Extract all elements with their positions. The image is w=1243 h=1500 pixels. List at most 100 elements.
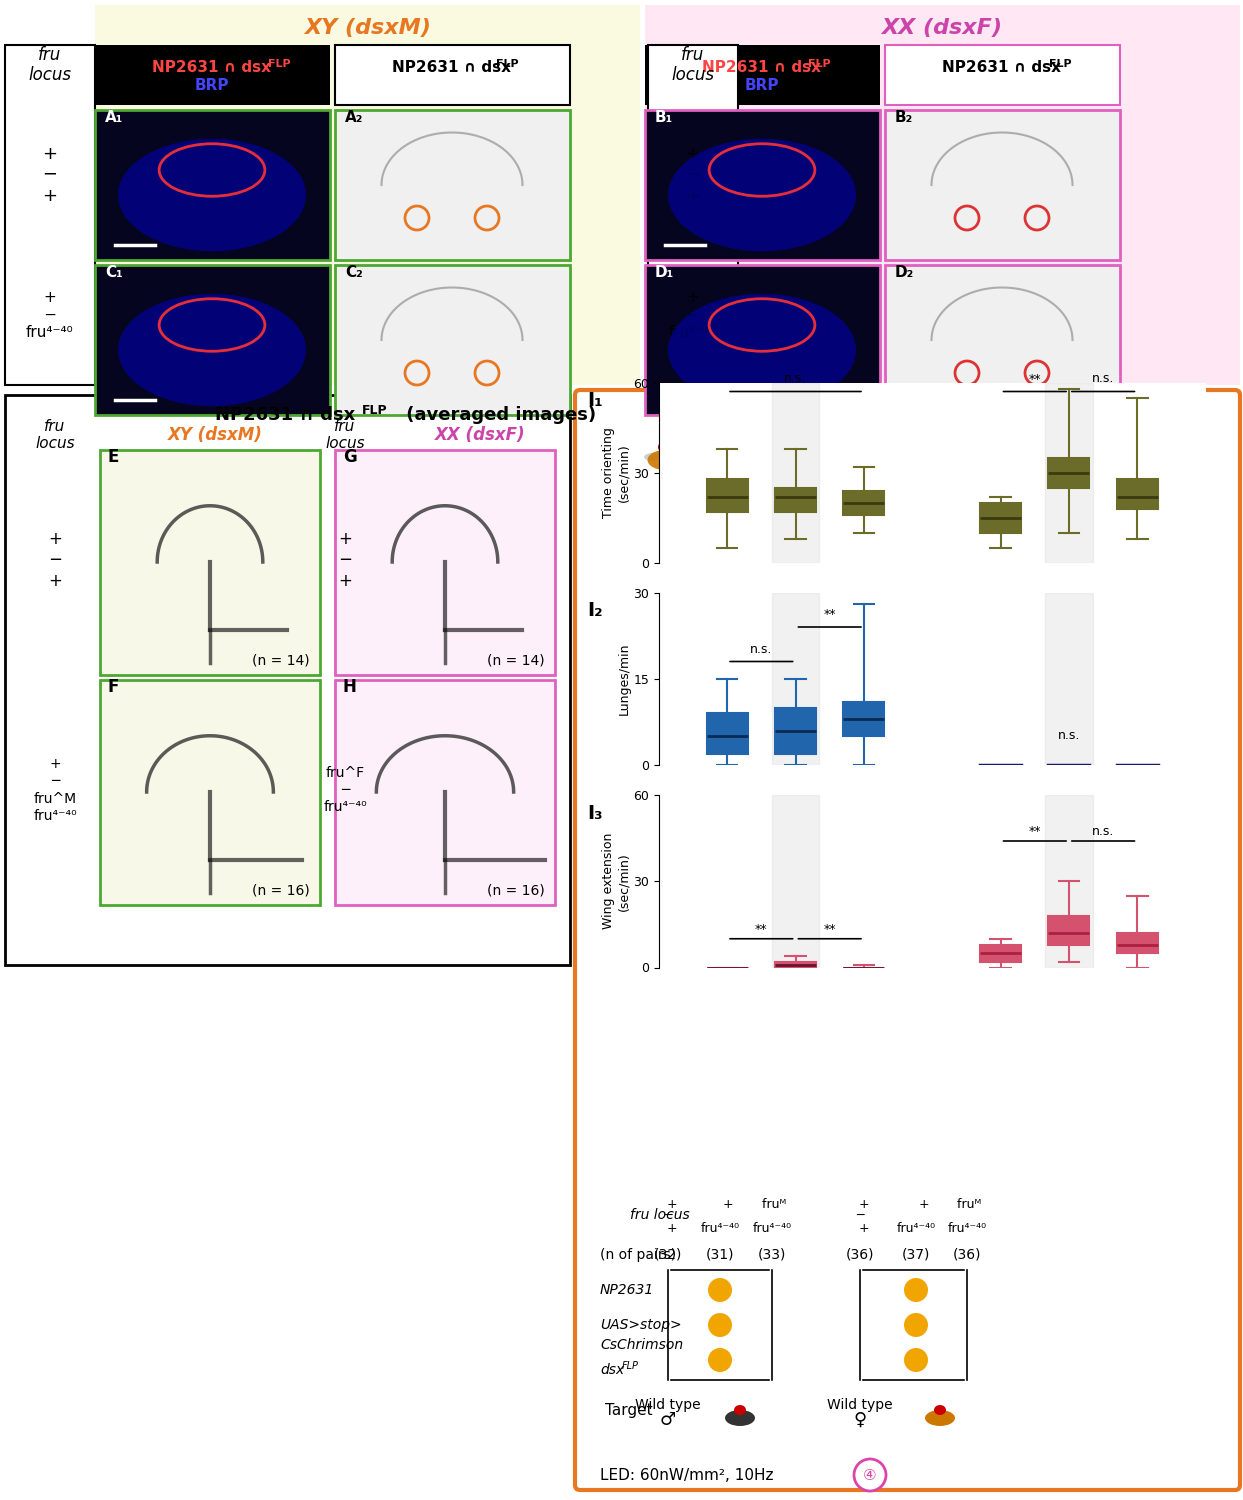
Text: ♀: ♀ <box>854 1412 866 1430</box>
Ellipse shape <box>644 453 663 460</box>
Bar <box>5 394 571 964</box>
Bar <box>648 45 738 386</box>
Ellipse shape <box>667 140 856 250</box>
Text: C₁: C₁ <box>104 266 123 280</box>
Text: fru
locus: fru locus <box>326 419 364 452</box>
PathPatch shape <box>1049 915 1089 945</box>
Circle shape <box>709 1348 732 1372</box>
Text: fru⁴⁻⁴⁰: fru⁴⁻⁴⁰ <box>752 1221 792 1234</box>
Bar <box>336 680 556 904</box>
Text: fru⁴⁻⁴⁰: fru⁴⁻⁴⁰ <box>947 1221 987 1234</box>
Text: ─: ─ <box>664 1209 671 1221</box>
Ellipse shape <box>735 1406 746 1414</box>
Text: (n = 14): (n = 14) <box>252 654 310 668</box>
Text: n.s.: n.s. <box>1091 825 1115 839</box>
Text: fru⁴⁻⁴⁰: fru⁴⁻⁴⁰ <box>701 1221 740 1234</box>
Text: Target: Target <box>605 1402 653 1417</box>
Bar <box>645 110 880 260</box>
Text: fru⁴⁻⁴⁰: fru⁴⁻⁴⁰ <box>896 1221 936 1234</box>
Bar <box>336 110 571 260</box>
Text: C₂: C₂ <box>346 266 363 280</box>
Ellipse shape <box>118 294 306 406</box>
Bar <box>1045 795 1093 968</box>
Text: (33): (33) <box>758 1248 786 1262</box>
Text: +
─
fru^M
fru⁴⁻⁴⁰: + ─ fru^M fru⁴⁻⁴⁰ <box>34 758 77 824</box>
Text: fru
locus: fru locus <box>671 45 715 84</box>
Text: LED: 60nW/mm², 10Hz: LED: 60nW/mm², 10Hz <box>600 1467 773 1482</box>
Text: n.s.: n.s. <box>1058 729 1080 742</box>
Text: B₂: B₂ <box>895 110 914 125</box>
PathPatch shape <box>776 488 817 512</box>
Text: D₁: D₁ <box>655 266 674 280</box>
PathPatch shape <box>981 945 1022 962</box>
Ellipse shape <box>933 1406 946 1414</box>
PathPatch shape <box>706 714 748 753</box>
Text: NP2631 ∩ dsx: NP2631 ∩ dsx <box>393 60 512 75</box>
Ellipse shape <box>667 453 686 460</box>
FancyBboxPatch shape <box>94 4 640 386</box>
Text: **: ** <box>1028 825 1042 839</box>
Text: FLP: FLP <box>496 58 518 69</box>
Ellipse shape <box>925 1410 955 1426</box>
Text: A₂: A₂ <box>346 110 363 125</box>
Text: B₁: B₁ <box>655 110 674 125</box>
Text: +: + <box>850 1221 869 1234</box>
Text: +: + <box>850 1198 869 1212</box>
Bar <box>885 110 1120 260</box>
Text: fruᴹ: fruᴹ <box>953 1198 981 1212</box>
Ellipse shape <box>725 1410 755 1426</box>
Text: +
─
+: + ─ + <box>48 530 62 590</box>
Ellipse shape <box>648 450 682 470</box>
Text: fru
locus: fru locus <box>35 419 75 452</box>
Text: ─: ─ <box>856 1209 864 1221</box>
Text: **: ** <box>823 922 837 936</box>
Ellipse shape <box>118 140 306 250</box>
Text: +
─
+: + ─ + <box>42 146 57 206</box>
Text: Tester:: Tester: <box>720 422 789 440</box>
Text: (n = 16): (n = 16) <box>487 884 544 898</box>
Text: +: + <box>659 1198 677 1212</box>
Text: ♂: ♂ <box>660 1412 676 1430</box>
Ellipse shape <box>791 416 870 446</box>
Text: H: H <box>343 678 357 696</box>
Text: XY (dsxM): XY (dsxM) <box>168 426 262 444</box>
Text: FLP: FLP <box>622 1360 639 1371</box>
Text: CsChrimson: CsChrimson <box>600 1338 684 1352</box>
Text: FLP: FLP <box>808 58 830 69</box>
FancyBboxPatch shape <box>576 390 1241 1490</box>
Text: E: E <box>108 448 119 466</box>
Bar <box>645 45 880 105</box>
Text: Wild type: Wild type <box>635 1398 701 1411</box>
PathPatch shape <box>843 702 885 736</box>
Bar <box>1045 592 1093 765</box>
Text: BRP: BRP <box>745 78 779 93</box>
PathPatch shape <box>1117 933 1157 952</box>
PathPatch shape <box>1117 478 1157 508</box>
Text: NP2631 ∩ dsx: NP2631 ∩ dsx <box>153 60 271 75</box>
Y-axis label: Wing extension
(sec/min): Wing extension (sec/min) <box>603 833 630 930</box>
Text: I₃: I₃ <box>588 804 603 822</box>
Bar <box>885 45 1120 105</box>
Text: n.s.: n.s. <box>1091 372 1115 386</box>
Text: FLP: FLP <box>1049 58 1071 69</box>
Text: (36): (36) <box>952 1248 981 1262</box>
Bar <box>772 592 819 765</box>
Text: FLP: FLP <box>362 405 388 417</box>
Text: (averaged images): (averaged images) <box>400 406 597 424</box>
Text: +
─
fru⁴⁻⁴⁰: + ─ fru⁴⁻⁴⁰ <box>669 290 717 340</box>
Text: ♂: ♂ <box>822 420 839 440</box>
Text: (37): (37) <box>902 1248 930 1262</box>
Text: (n = 14): (n = 14) <box>487 654 544 668</box>
Text: Wild type: Wild type <box>827 1398 892 1411</box>
PathPatch shape <box>843 490 885 514</box>
Text: +: + <box>902 1198 930 1212</box>
Circle shape <box>904 1348 929 1372</box>
Text: **: ** <box>823 609 837 621</box>
Text: XX (dsxF): XX (dsxF) <box>881 18 1003 38</box>
Text: (32): (32) <box>654 1248 682 1262</box>
Text: n.s.: n.s. <box>784 372 807 386</box>
Text: NP2631: NP2631 <box>600 1282 654 1298</box>
Text: BRP: BRP <box>195 78 229 93</box>
Text: →: → <box>880 452 900 470</box>
Y-axis label: Time orienting
(sec/min): Time orienting (sec/min) <box>603 427 630 518</box>
